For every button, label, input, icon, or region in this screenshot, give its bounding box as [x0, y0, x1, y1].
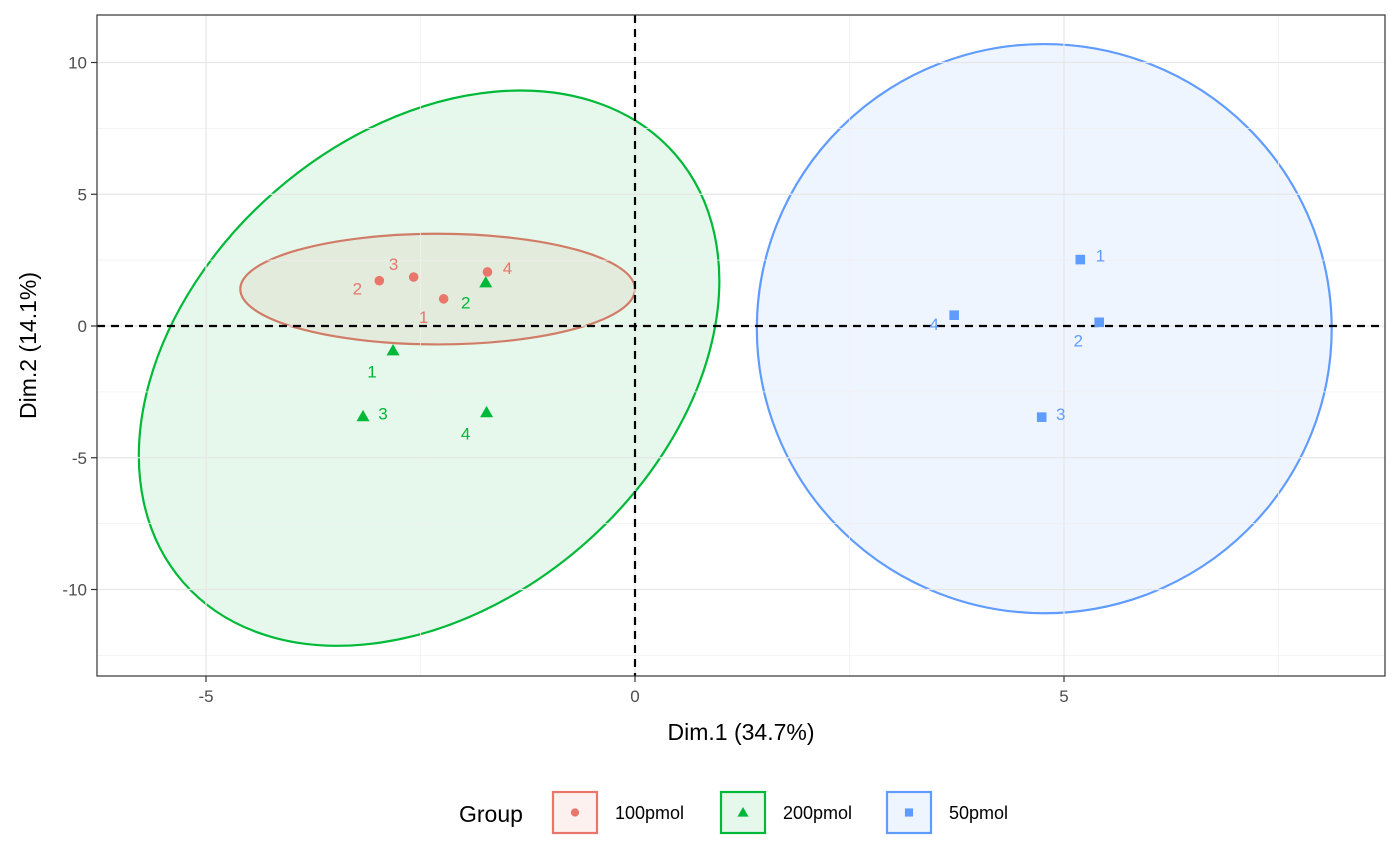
point-label-200pmol-3: 3 [378, 404, 387, 423]
point-label-200pmol-1: 1 [367, 363, 376, 382]
ellipse-200pmol [137, 89, 721, 647]
legend-marker-50pmol [904, 808, 914, 817]
y-tick-label: -5 [72, 449, 87, 468]
point-label-100pmol-2: 2 [353, 280, 362, 299]
point-label-200pmol-4: 4 [461, 424, 470, 443]
x-axis-title: Dim.1 (34.7%) [668, 719, 815, 745]
point-50pmol-4 [949, 310, 959, 320]
point-100pmol-1 [438, 294, 449, 304]
point-50pmol-3 [1036, 412, 1047, 422]
legend-label-100pmol: 100pmol [615, 803, 684, 823]
point-label-100pmol-3: 3 [389, 255, 398, 274]
x-tick-label: 0 [630, 687, 639, 706]
legend-marker-100pmol [570, 808, 580, 817]
axes: -5 0 5 -10 -5 0 5 10 [62, 54, 1068, 707]
point-labels: 1 2 3 4 1 2 3 4 1 2 3 4 [353, 247, 1105, 444]
reference-lines [97, 15, 1385, 676]
y-tick-label: 10 [68, 54, 87, 73]
point-200pmol-3 [356, 409, 370, 422]
ellipse-50pmol [755, 42, 1333, 615]
point-label-100pmol-1: 1 [419, 308, 428, 327]
point-100pmol-4 [482, 267, 493, 277]
point-100pmol-2 [374, 275, 385, 286]
legend-label-200pmol: 200pmol [783, 803, 852, 823]
x-tick-label: 5 [1059, 687, 1068, 706]
legend: Group 100pmol 200pmol 50pmol [459, 790, 1008, 835]
data-points [356, 254, 1104, 422]
legend-label-50pmol: 50pmol [949, 803, 1008, 823]
point-100pmol-3 [408, 272, 419, 282]
point-label-50pmol-1: 1 [1096, 247, 1105, 266]
confidence-ellipses [137, 42, 1333, 647]
x-tick-label: -5 [198, 687, 213, 706]
plot-panel-border [96, 14, 1386, 677]
point-label-100pmol-4: 4 [503, 259, 512, 278]
y-tick-label: 0 [78, 317, 87, 336]
legend-title: Group [459, 801, 523, 827]
point-label-50pmol-2: 2 [1073, 331, 1082, 350]
point-50pmol-1 [1075, 254, 1086, 265]
legend-marker-200pmol [737, 806, 749, 817]
point-50pmol-2 [1094, 317, 1104, 328]
point-200pmol-2 [479, 276, 493, 288]
point-label-200pmol-2: 2 [461, 294, 470, 313]
point-200pmol-1 [386, 344, 400, 356]
point-label-50pmol-3: 3 [1056, 405, 1065, 424]
y-tick-label: -10 [62, 581, 87, 600]
y-axis-title: Dim.2 (14.1%) [15, 272, 41, 419]
point-200pmol-4 [480, 405, 494, 418]
point-label-50pmol-4: 4 [929, 315, 938, 334]
y-tick-label: 5 [78, 185, 87, 204]
